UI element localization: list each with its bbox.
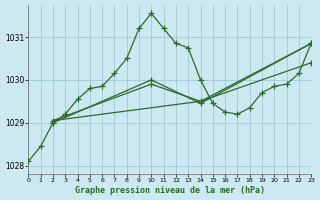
X-axis label: Graphe pression niveau de la mer (hPa): Graphe pression niveau de la mer (hPa) — [75, 186, 265, 195]
